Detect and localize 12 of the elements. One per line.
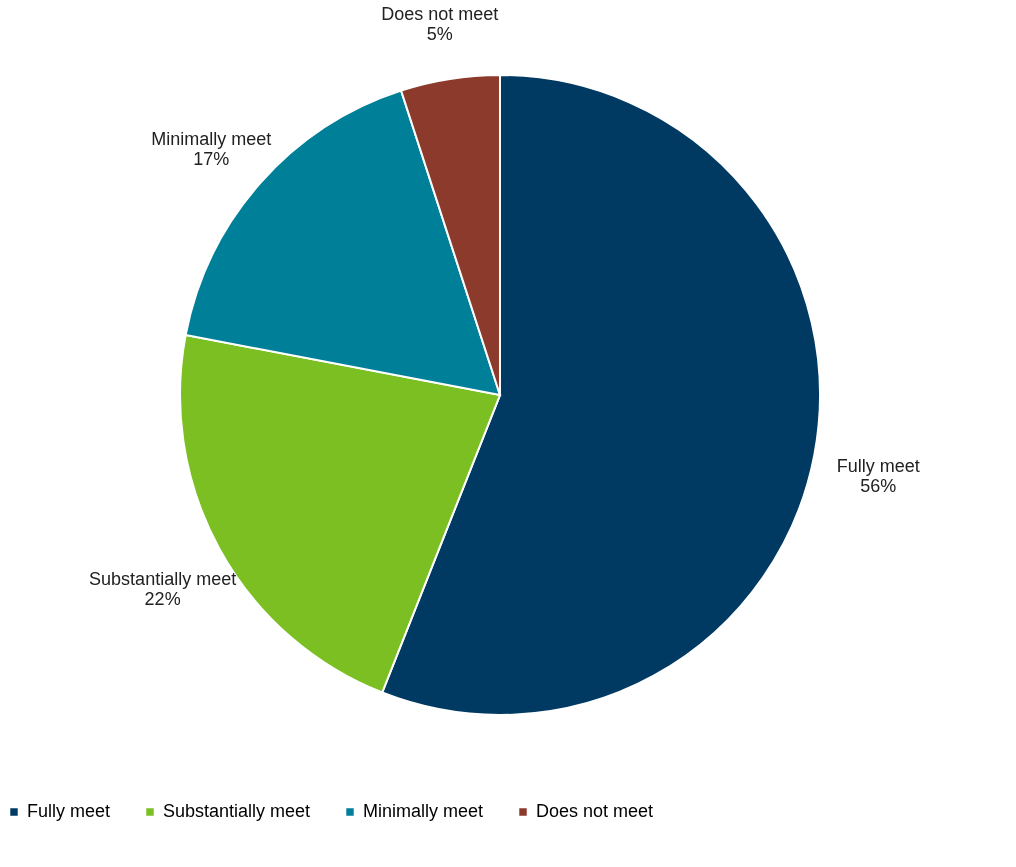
legend-label: Does not meet [536, 801, 654, 821]
data-label: 22% [144, 589, 181, 610]
slice-label: Minimally meet [151, 129, 272, 150]
legend-label: Minimally meet [363, 801, 484, 821]
legend-label: Substantially meet [163, 801, 311, 821]
slice-label: Does not meet [381, 3, 499, 24]
slice-label: Fully meet [836, 456, 920, 477]
slice-label: Substantially meet [89, 569, 237, 590]
data-label: 56% [860, 476, 897, 497]
data-label: 17% [193, 149, 230, 170]
data-label: 5% [426, 23, 453, 44]
legend-label: Fully meet [27, 801, 111, 821]
